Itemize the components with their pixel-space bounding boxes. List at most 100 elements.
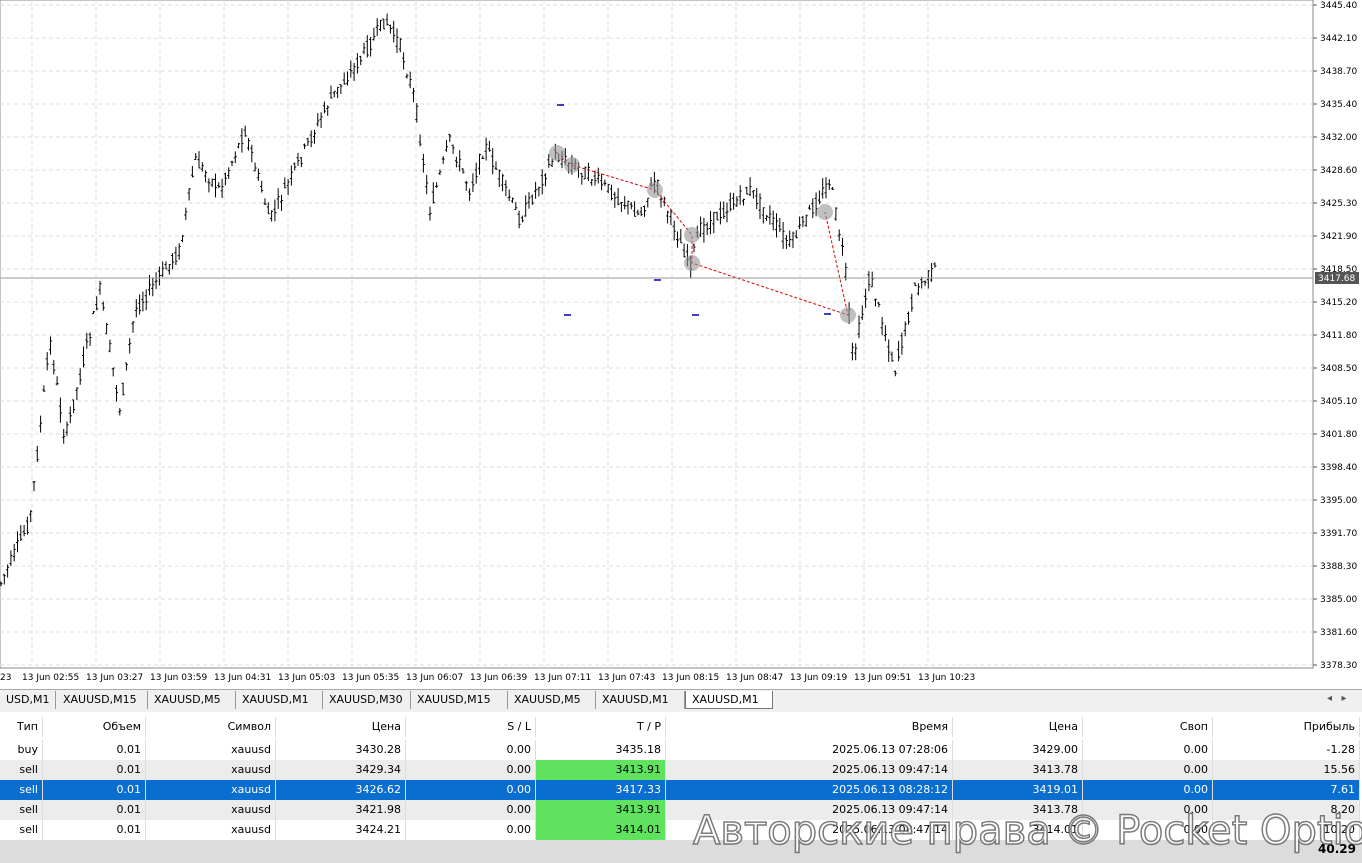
y-tick-label: 3418.50: [1320, 265, 1357, 275]
y-tick-label: 3378.30: [1320, 661, 1357, 671]
table-cell[interactable]: 3417.33: [536, 780, 666, 800]
table-cell[interactable]: 0.00: [1083, 740, 1213, 760]
table-cell[interactable]: 3426.62: [276, 780, 406, 800]
chart-tab[interactable]: USD,M1: [0, 691, 56, 709]
table-cell[interactable]: 3429.00: [953, 740, 1083, 760]
trade-marker: [549, 145, 565, 161]
price-tag: [1315, 272, 1359, 284]
column-header[interactable]: T / P: [536, 717, 666, 737]
table-cell[interactable]: xauusd: [146, 800, 276, 820]
x-tick-label: 13 Jun 06:07: [406, 673, 463, 683]
table-cell[interactable]: 3419.01: [953, 780, 1083, 800]
x-tick-label: 23: [0, 673, 11, 683]
table-cell[interactable]: sell: [0, 800, 43, 820]
y-tick-label: 3408.50: [1320, 364, 1357, 374]
table-cell[interactable]: 3413.78: [953, 800, 1083, 820]
table-cell[interactable]: -1.28: [1213, 740, 1360, 760]
table-cell[interactable]: 0.01: [43, 820, 146, 840]
y-tick-label: 3445.40: [1320, 1, 1357, 11]
y-tick-label: 3381.60: [1320, 628, 1357, 638]
table-cell[interactable]: 2025.06.13 09:47:14: [666, 800, 953, 820]
table-cell[interactable]: 7.61: [1213, 780, 1360, 800]
y-tick-label: 3405.10: [1320, 397, 1357, 407]
table-cell[interactable]: 0.01: [43, 780, 146, 800]
table-cell[interactable]: 0.01: [43, 800, 146, 820]
table-cell[interactable]: sell: [0, 780, 43, 800]
column-header[interactable]: Тип: [0, 717, 43, 737]
table-cell[interactable]: 0.00: [1083, 780, 1213, 800]
table-cell[interactable]: xauusd: [146, 780, 276, 800]
y-tick-label: 3385.00: [1320, 595, 1357, 605]
scroll-arrows[interactable]: ◂ ▸: [1327, 693, 1347, 704]
x-tick-label: 13 Jun 03:27: [86, 673, 143, 683]
trade-marker: [840, 307, 856, 323]
column-header[interactable]: Цена: [953, 717, 1083, 737]
x-tick-label: 13 Jun 05:35: [342, 673, 399, 683]
table-cell[interactable]: 15.56: [1213, 760, 1360, 780]
trade-marker: [684, 255, 700, 271]
table-cell[interactable]: 3413.78: [953, 760, 1083, 780]
table-cell[interactable]: 0.00: [406, 800, 536, 820]
chart-tab[interactable]: XAUUSD,M15: [57, 691, 148, 709]
table-cell[interactable]: xauusd: [146, 820, 276, 840]
column-header[interactable]: Время: [666, 717, 953, 737]
table-cell[interactable]: xauusd: [146, 760, 276, 780]
table-cell[interactable]: 0.00: [406, 820, 536, 840]
trade-marker: [647, 182, 663, 198]
table-cell[interactable]: 2025.06.13 07:28:06: [666, 740, 953, 760]
column-header[interactable]: Прибыль: [1213, 717, 1360, 737]
column-header[interactable]: Цена: [276, 717, 406, 737]
table-cell[interactable]: 0.00: [1083, 820, 1213, 840]
y-tick-label: 3442.10: [1320, 34, 1357, 44]
y-tick-label: 3425.30: [1320, 199, 1357, 209]
trade-marker: [817, 204, 833, 220]
table-cell[interactable]: sell: [0, 820, 43, 840]
table-cell[interactable]: 0.01: [43, 760, 146, 780]
table-cell[interactable]: 2025.06.13 08:47:14: [666, 820, 953, 840]
table-cell[interactable]: 3414.01: [536, 820, 666, 840]
column-header[interactable]: Своп: [1083, 717, 1213, 737]
table-cell[interactable]: buy: [0, 740, 43, 760]
table-cell[interactable]: 8.20: [1213, 800, 1360, 820]
summary-bar: [0, 840, 1362, 863]
table-cell[interactable]: 0.00: [406, 780, 536, 800]
y-tick-label: 3435.40: [1320, 100, 1357, 110]
table-cell[interactable]: 3421.98: [276, 800, 406, 820]
chart-tab[interactable]: XAUUSD,M1: [596, 691, 685, 709]
table-cell[interactable]: 0.01: [43, 740, 146, 760]
table-cell[interactable]: 3435.18: [536, 740, 666, 760]
table-cell[interactable]: 3414.01: [953, 820, 1083, 840]
x-tick-label: 13 Jun 10:23: [918, 673, 975, 683]
total-profit: 40.29: [1318, 842, 1356, 856]
table-cell[interactable]: 3424.21: [276, 820, 406, 840]
column-header[interactable]: Объем: [43, 717, 146, 737]
table-cell[interactable]: 2025.06.13 09:47:14: [666, 760, 953, 780]
table-cell[interactable]: 0.00: [406, 740, 536, 760]
y-tick-label: 3421.90: [1320, 232, 1357, 242]
chart-tab[interactable]: XAUUSD,M30: [323, 691, 411, 709]
y-tick-label: 3415.20: [1320, 298, 1357, 308]
x-tick-label: 13 Jun 02:55: [22, 673, 79, 683]
table-cell[interactable]: 3413.91: [536, 760, 666, 780]
column-header[interactable]: S / L: [406, 717, 536, 737]
x-tick-label: 13 Jun 04:31: [214, 673, 271, 683]
chart-tab[interactable]: XAUUSD,M1: [685, 691, 773, 709]
y-tick-label: 3388.30: [1320, 562, 1357, 572]
table-cell[interactable]: sell: [0, 760, 43, 780]
table-cell[interactable]: 3429.34: [276, 760, 406, 780]
column-header[interactable]: Символ: [146, 717, 276, 737]
chart-tab[interactable]: XAUUSD,M15: [411, 691, 508, 709]
table-cell[interactable]: 0.00: [406, 760, 536, 780]
table-cell[interactable]: 2025.06.13 08:28:12: [666, 780, 953, 800]
table-cell[interactable]: 3430.28: [276, 740, 406, 760]
chart-tab[interactable]: XAUUSD,M5: [508, 691, 596, 709]
chart-tab[interactable]: XAUUSD,M1: [236, 691, 323, 709]
chart-tab[interactable]: XAUUSD,M5: [148, 691, 236, 709]
table-cell[interactable]: 3413.91: [536, 800, 666, 820]
table-cell[interactable]: 10.20: [1213, 820, 1360, 840]
table-cell[interactable]: 0.00: [1083, 760, 1213, 780]
table-cell[interactable]: xauusd: [146, 740, 276, 760]
y-tick-label: 3428.60: [1320, 166, 1357, 176]
table-cell[interactable]: 0.00: [1083, 800, 1213, 820]
